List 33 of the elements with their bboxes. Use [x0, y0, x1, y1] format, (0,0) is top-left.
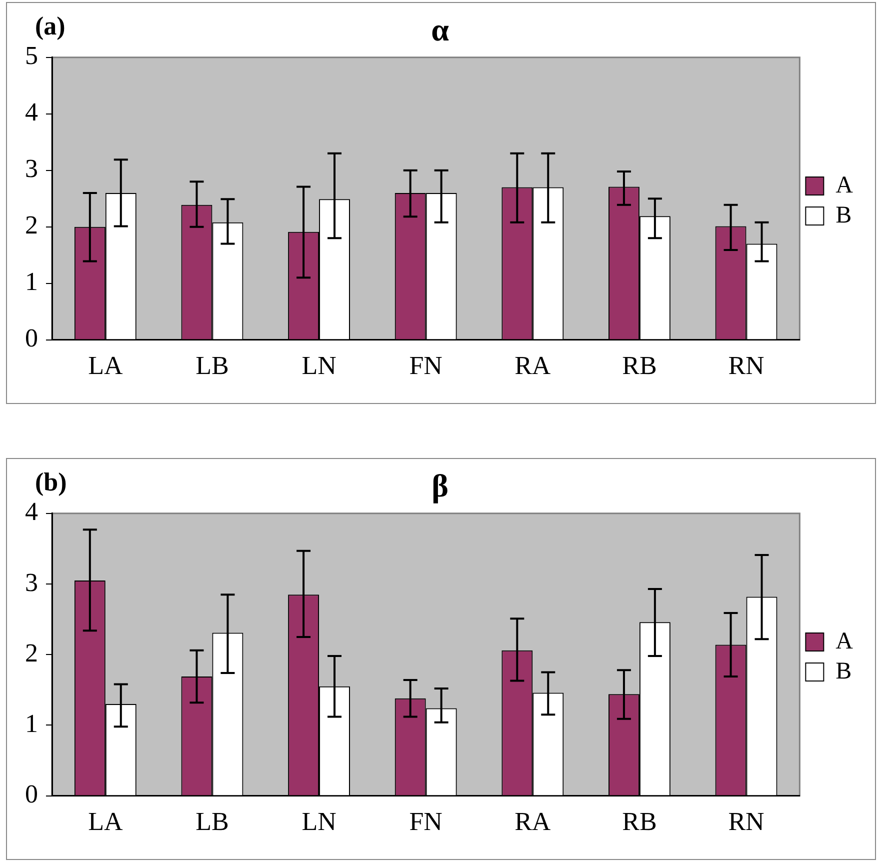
y-tick-label: 4 — [25, 497, 38, 526]
y-tick-label: 3 — [25, 568, 38, 597]
x-tick-label: RN — [728, 351, 765, 380]
x-tick-label: FN — [409, 351, 443, 380]
y-tick-label: 1 — [25, 267, 38, 296]
legend-label: A — [836, 628, 854, 654]
chart-title: α — [431, 11, 450, 48]
y-tick-label: 5 — [25, 41, 38, 70]
x-tick-label: RN — [728, 807, 765, 836]
y-tick-label: 3 — [25, 154, 38, 184]
chart-title: β — [432, 467, 448, 504]
x-tick-label: LB — [196, 807, 229, 836]
text: (b) — [35, 468, 67, 497]
y-tick-label: 1 — [25, 709, 38, 738]
y-tick-label: 0 — [25, 324, 38, 353]
text: (a) — [35, 12, 66, 41]
y-tick-label: 4 — [25, 98, 38, 127]
y-tick-label: 0 — [25, 780, 38, 809]
x-tick-label: RB — [622, 807, 657, 836]
y-tick-label: 2 — [25, 210, 38, 240]
x-tick-label: RB — [622, 351, 657, 380]
x-tick-label: RA — [514, 351, 551, 380]
y-tick-label: 2 — [25, 638, 38, 668]
x-tick-label: LA — [88, 807, 123, 836]
x-tick-label: FN — [409, 807, 443, 836]
legend-label: B — [836, 658, 852, 684]
x-tick-label: LN — [302, 351, 337, 380]
legend-label: B — [836, 202, 852, 228]
x-tick-label: LB — [196, 351, 229, 380]
legend-label: A — [836, 172, 854, 198]
x-tick-label: LA — [88, 351, 123, 380]
x-tick-label: RA — [514, 807, 551, 836]
x-tick-label: LN — [302, 807, 337, 836]
